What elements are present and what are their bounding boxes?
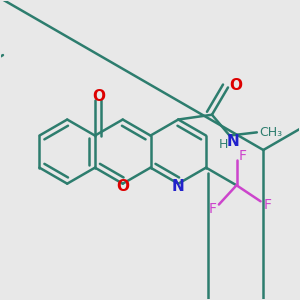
Text: O: O bbox=[230, 78, 242, 93]
Text: F: F bbox=[264, 197, 272, 212]
Text: CH₃: CH₃ bbox=[259, 126, 282, 139]
Text: H: H bbox=[219, 138, 229, 151]
Text: N: N bbox=[226, 134, 239, 149]
Text: N: N bbox=[172, 179, 185, 194]
Text: F: F bbox=[238, 149, 246, 163]
Text: O: O bbox=[116, 179, 129, 194]
Text: O: O bbox=[92, 89, 105, 104]
Text: F: F bbox=[209, 202, 217, 216]
